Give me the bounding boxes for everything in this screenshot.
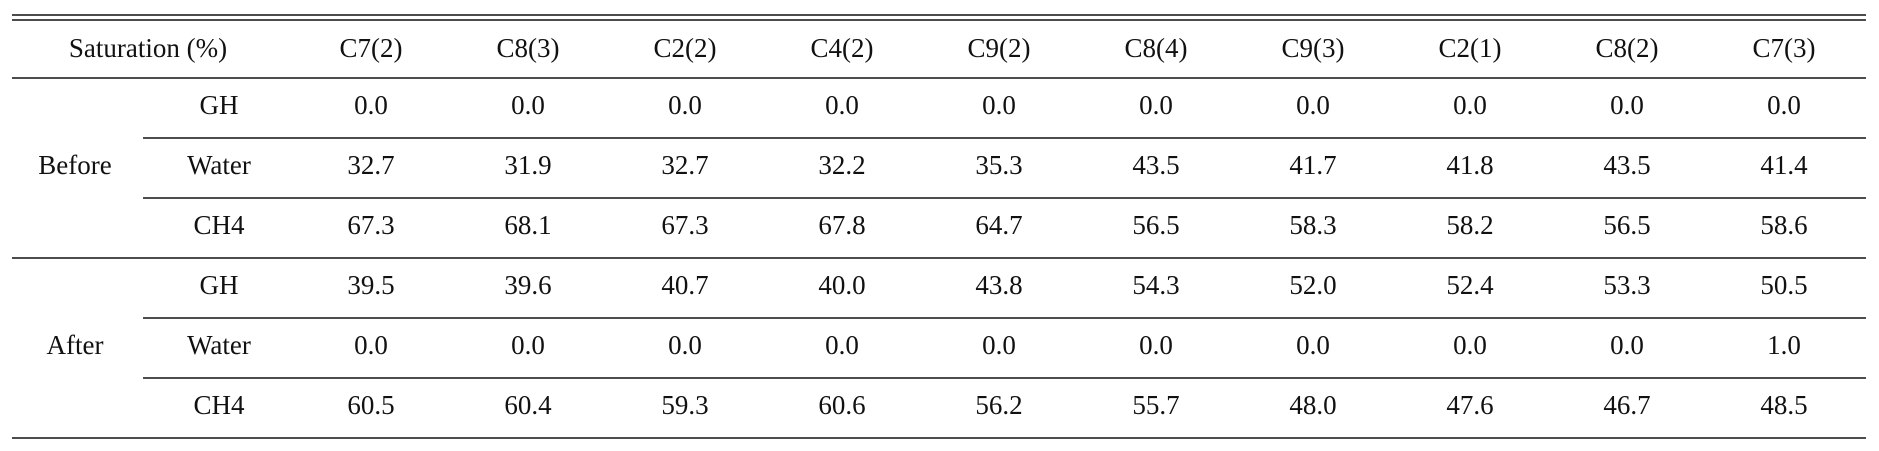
cell: 32.2 [818,150,865,180]
cell: 46.7 [1603,390,1650,420]
column-header: C8(2) [1596,33,1659,63]
cell: 52.4 [1446,270,1494,300]
group-label: Before [38,150,111,180]
cell: 59.3 [661,390,708,420]
column-header: C7(2) [340,33,403,63]
cell: 40.0 [818,270,865,300]
column-header: C2(2) [654,33,717,63]
cell: 0.0 [668,330,702,360]
row-label: Water [187,150,251,180]
cell: 53.3 [1603,270,1650,300]
column-header: C4(2) [811,33,874,63]
cell: 55.7 [1132,390,1179,420]
cell: 0.0 [1610,90,1644,120]
cell: 56.5 [1132,210,1179,240]
cell: 0.0 [668,90,702,120]
column-header: C8(4) [1125,33,1188,63]
cell: 64.7 [975,210,1022,240]
cell: 56.5 [1603,210,1650,240]
row-label: CH4 [193,210,245,240]
cell: 58.6 [1760,210,1807,240]
column-header: C8(3) [497,33,560,63]
cell: 31.9 [504,150,551,180]
cell: 58.3 [1289,210,1336,240]
cell: 0.0 [1139,90,1173,120]
row-label: GH [200,90,239,120]
cell: 0.0 [511,330,545,360]
row-label: GH [200,270,239,300]
cell: 52.0 [1289,270,1336,300]
cell: 0.0 [1296,90,1330,120]
cell: 56.2 [975,390,1022,420]
cell: 0.0 [1610,330,1644,360]
cell: 48.0 [1289,390,1336,420]
cell: 39.6 [504,270,551,300]
column-header: C9(3) [1282,33,1345,63]
cell: 67.3 [347,210,394,240]
cell: 67.8 [818,210,865,240]
cell: 68.1 [504,210,551,240]
row-label: CH4 [193,390,245,420]
cell: 35.3 [975,150,1022,180]
column-header: C9(2) [968,33,1031,63]
cell: 40.7 [661,270,708,300]
cell: 0.0 [1767,90,1801,120]
cell: 32.7 [347,150,394,180]
cell: 0.0 [354,330,388,360]
cell: 0.0 [1296,330,1330,360]
cell: 32.7 [661,150,708,180]
cell: 0.0 [354,90,388,120]
cell: 39.5 [347,270,394,300]
cell: 41.8 [1446,150,1493,180]
group-label: After [47,330,104,360]
cell: 0.0 [982,330,1016,360]
cell: 0.0 [982,90,1016,120]
cell: 0.0 [825,330,859,360]
column-header: C7(3) [1753,33,1816,63]
corner-label: Saturation (%) [69,33,227,63]
cell: 43.5 [1132,150,1179,180]
cell: 47.6 [1446,390,1493,420]
cell: 58.2 [1446,210,1493,240]
cell: 41.7 [1289,150,1336,180]
cell: 1.0 [1767,330,1801,360]
cell: 0.0 [1453,330,1487,360]
cell: 67.3 [661,210,708,240]
cell: 0.0 [1139,330,1173,360]
cell: 43.8 [975,270,1022,300]
cell: 60.6 [818,390,865,420]
row-label: Water [187,330,251,360]
cell: 0.0 [1453,90,1487,120]
column-header: C2(1) [1439,33,1502,63]
cell: 0.0 [511,90,545,120]
cell: 60.5 [347,390,394,420]
cell: 48.5 [1760,390,1807,420]
cell: 0.0 [825,90,859,120]
cell: 60.4 [504,390,552,420]
cell: 41.4 [1760,150,1808,180]
cell: 54.3 [1132,270,1179,300]
cell: 50.5 [1760,270,1807,300]
cell: 43.5 [1603,150,1650,180]
